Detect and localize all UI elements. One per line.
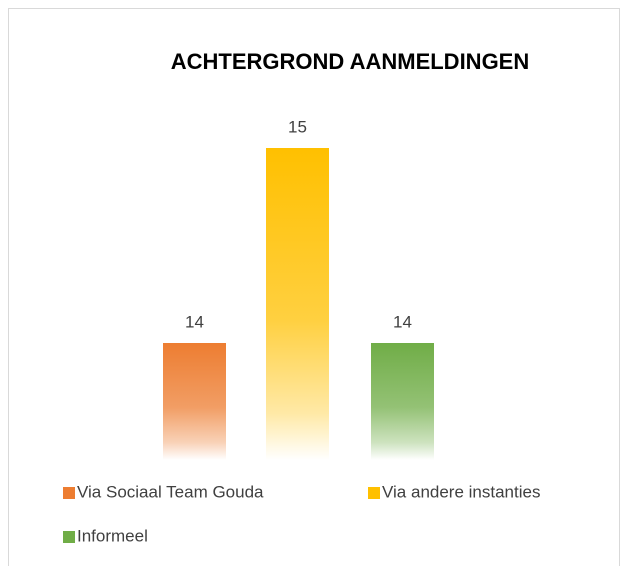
bar — [163, 343, 226, 460]
data-label: 14 — [393, 312, 412, 331]
chart-title: ACHTERGROND AANMELDINGEN — [171, 49, 530, 74]
data-label: 14 — [185, 312, 204, 331]
data-label: 15 — [288, 117, 307, 136]
legend-swatch — [63, 531, 75, 543]
legend-label: Via Sociaal Team Gouda — [77, 482, 264, 501]
legend-label: Informeel — [77, 526, 148, 545]
bar — [266, 148, 329, 460]
legend-swatch — [368, 487, 380, 499]
bar — [371, 343, 434, 460]
legend-label: Via andere instanties — [382, 482, 540, 501]
legend-swatch — [63, 487, 75, 499]
